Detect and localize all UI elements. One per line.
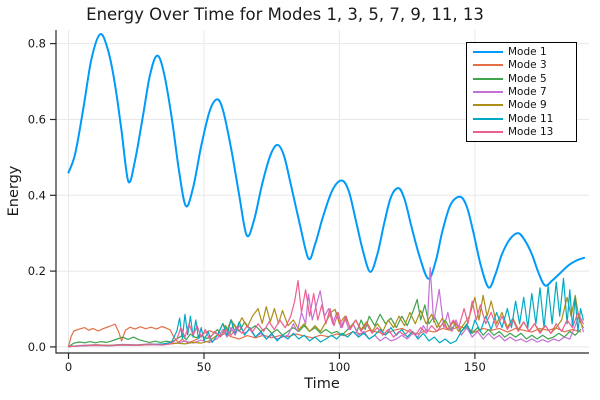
legend-label-mode-11: Mode 11 <box>508 112 554 125</box>
legend-entry-mode-9: Mode 9 <box>473 99 570 112</box>
legend: Mode 1 Mode 3 Mode 5 Mode 7 Mode 9 Mode 11 Mod… <box>466 42 577 142</box>
legend-line-swatch-mode-1 <box>473 50 503 53</box>
legend-label-mode-9: Mode 9 <box>508 99 547 112</box>
chart-title: Energy Over Time for Modes 1, 3, 5, 7, 9… <box>86 5 484 24</box>
legend-entry-mode-1: Mode 1 <box>473 45 570 58</box>
legend-label-mode-7: Mode 7 <box>508 86 547 98</box>
legend-line-swatch-mode-3 <box>473 64 503 67</box>
legend-line-swatch-mode-13 <box>473 131 503 134</box>
legend-line-swatch-mode-9 <box>473 104 503 107</box>
series-line-mode-1 <box>67 33 586 289</box>
legend-line-swatch-mode-7 <box>473 91 503 93</box>
x-axis-label: Time <box>304 376 340 392</box>
legend-label-mode-5: Mode 5 <box>508 72 547 85</box>
legend-entry-mode-3: Mode 3 <box>473 59 570 72</box>
legend-label-mode-13: Mode 13 <box>508 126 554 139</box>
legend-label-mode-3: Mode 3 <box>508 59 547 72</box>
y-tick-label-3: 0.6 <box>28 113 46 127</box>
series-line-mode-5 <box>67 298 582 348</box>
legend-entry-mode-7: Mode 7 <box>473 86 570 99</box>
y-tick-label-4: 0.8 <box>28 37 46 51</box>
series-line-mode-7 <box>67 266 584 348</box>
legend-entry-mode-11: Mode 11 <box>473 112 570 125</box>
legend-entry-mode-5: Mode 5 <box>473 72 570 85</box>
y-tick-label-2: 0.4 <box>28 188 46 202</box>
x-tick-label-2: 100 <box>328 360 350 374</box>
x-tick-label-1: 50 <box>197 360 212 374</box>
series-line-mode-3 <box>67 323 582 347</box>
legend-entry-mode-13: Mode 13 <box>473 126 570 139</box>
series-line-mode-13 <box>67 280 584 348</box>
legend-line-swatch-mode-5 <box>473 77 503 80</box>
y-tick-label-0: 0.0 <box>28 340 46 354</box>
y-axis-label: Energy <box>6 165 22 217</box>
y-tick-label-1: 0.2 <box>28 264 46 278</box>
legend-label-mode-1: Mode 1 <box>508 45 547 58</box>
x-tick-label-0: 0 <box>65 360 72 374</box>
legend-line-swatch-mode-11 <box>473 117 503 120</box>
x-tick-label-3: 150 <box>464 360 486 374</box>
